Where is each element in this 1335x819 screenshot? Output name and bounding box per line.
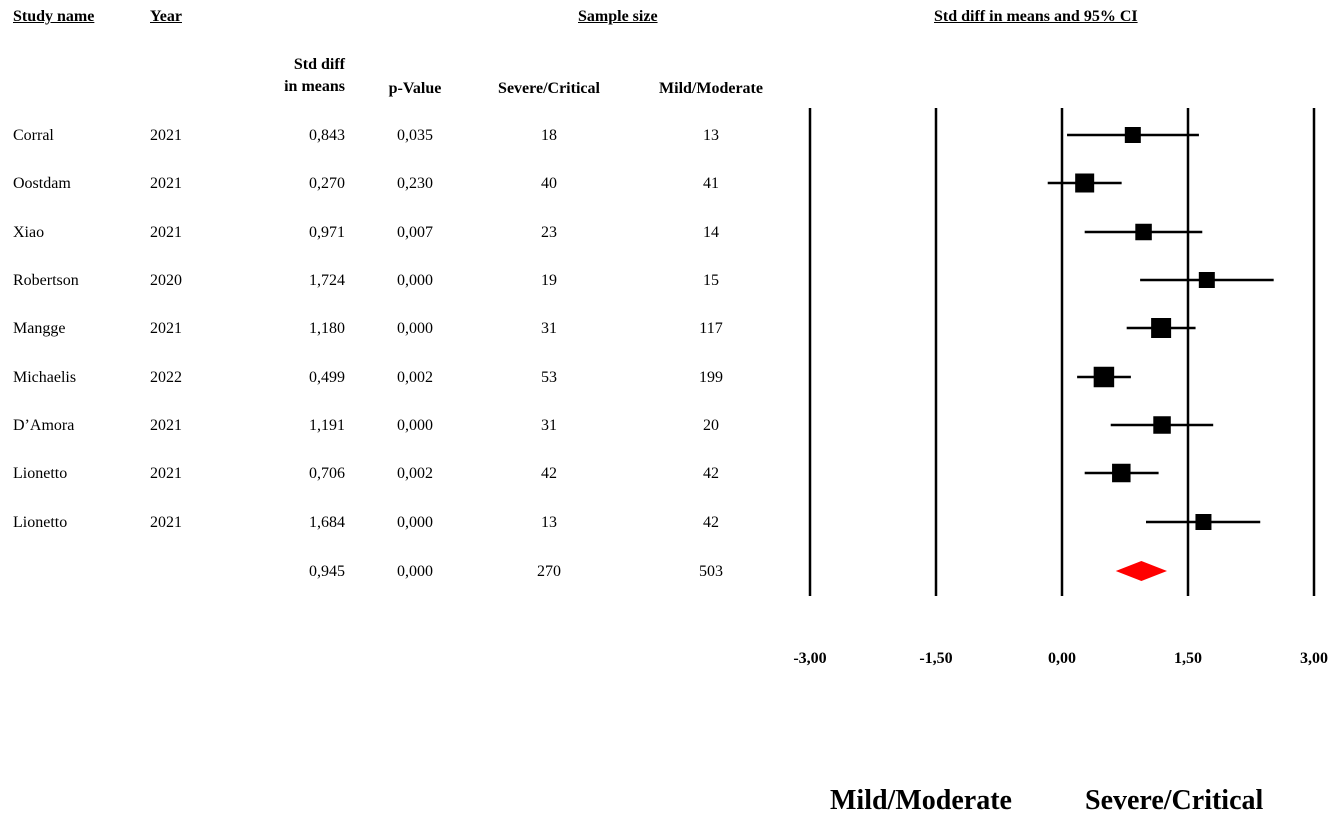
study-name: Michaelis bbox=[13, 369, 77, 386]
header-mild-moderate: Mild/Moderate bbox=[659, 80, 763, 97]
p-value: 0,000 bbox=[397, 320, 433, 337]
header-year: Year bbox=[150, 8, 182, 25]
effect-marker bbox=[1135, 223, 1152, 241]
effect-marker bbox=[1124, 127, 1141, 143]
mild-n: 199 bbox=[699, 369, 723, 386]
std-diff-value: 1,191 bbox=[309, 417, 345, 434]
study-name: D’Amora bbox=[13, 417, 75, 434]
std-diff-value: 0,270 bbox=[309, 175, 345, 192]
study-year: 2021 bbox=[150, 175, 182, 192]
std-diff-value: 0,843 bbox=[309, 127, 345, 144]
severe-n: 53 bbox=[541, 369, 557, 386]
p-value: 0,002 bbox=[397, 465, 433, 482]
p-value: 0,002 bbox=[397, 369, 433, 386]
favors-left-label: Mild/Moderate bbox=[830, 785, 1012, 816]
study-name: Robertson bbox=[13, 272, 79, 289]
severe-n: 40 bbox=[541, 175, 557, 192]
header-std-diff-line2: in means bbox=[284, 78, 345, 95]
mild-n: 42 bbox=[703, 465, 719, 482]
summary-std-diff: 0,945 bbox=[309, 563, 345, 580]
std-diff-value: 0,499 bbox=[309, 369, 345, 386]
effect-marker bbox=[1093, 366, 1115, 388]
std-diff-value: 0,706 bbox=[309, 465, 345, 482]
study-year: 2021 bbox=[150, 465, 182, 482]
study-name: Lionetto bbox=[13, 465, 68, 482]
study-name: Xiao bbox=[13, 224, 45, 241]
p-value: 0,000 bbox=[397, 417, 433, 434]
p-value: 0,230 bbox=[397, 175, 433, 192]
study-year: 2021 bbox=[150, 320, 182, 337]
effect-marker bbox=[1112, 463, 1131, 483]
effect-marker bbox=[1075, 173, 1095, 193]
effect-marker bbox=[1151, 318, 1172, 338]
header-std-diff-line1: Std diff bbox=[293, 56, 345, 73]
p-value: 0,007 bbox=[397, 224, 433, 241]
study-name: Oostdam bbox=[13, 175, 71, 192]
mild-n: 15 bbox=[703, 272, 719, 289]
severe-n: 23 bbox=[541, 224, 557, 241]
severe-n: 31 bbox=[541, 320, 557, 337]
p-value: 0,000 bbox=[397, 272, 433, 289]
favors-right-label: Severe/Critical bbox=[1085, 785, 1264, 816]
header-p-value: p-Value bbox=[388, 80, 442, 97]
study-year: 2020 bbox=[150, 272, 182, 289]
severe-n: 18 bbox=[541, 127, 557, 144]
study-year: 2021 bbox=[150, 514, 182, 531]
study-year: 2021 bbox=[150, 224, 182, 241]
mild-n: 117 bbox=[699, 320, 723, 337]
summary-p-value: 0,000 bbox=[397, 563, 433, 580]
x-tick-label: -3,00 bbox=[793, 650, 827, 667]
p-value: 0,000 bbox=[397, 514, 433, 531]
severe-n: 42 bbox=[541, 465, 557, 482]
header-plot-title: Std diff in means and 95% CI bbox=[934, 8, 1138, 25]
std-diff-value: 0,971 bbox=[309, 224, 345, 241]
summary-mild-n: 503 bbox=[699, 563, 723, 580]
study-name: Corral bbox=[13, 127, 54, 144]
study-year: 2022 bbox=[150, 369, 182, 386]
mild-n: 13 bbox=[703, 127, 719, 144]
study-year: 2021 bbox=[150, 127, 182, 144]
summary-severe-n: 270 bbox=[537, 563, 561, 580]
severe-n: 31 bbox=[541, 417, 557, 434]
std-diff-value: 1,684 bbox=[309, 514, 345, 531]
study-year: 2021 bbox=[150, 417, 182, 434]
effect-marker bbox=[1198, 272, 1215, 288]
summary-diamond bbox=[1115, 561, 1167, 581]
severe-n: 19 bbox=[541, 272, 557, 289]
x-tick-label: -1,50 bbox=[919, 650, 953, 667]
study-name: Lionetto bbox=[13, 514, 68, 531]
p-value: 0,035 bbox=[397, 127, 433, 144]
header-study-name: Study name bbox=[13, 8, 95, 25]
std-diff-value: 1,724 bbox=[309, 272, 345, 289]
mild-n: 14 bbox=[703, 224, 719, 241]
x-tick-label: 3,00 bbox=[1300, 650, 1328, 667]
header-sample-size: Sample size bbox=[578, 8, 658, 25]
x-tick-label: 1,50 bbox=[1174, 650, 1202, 667]
x-tick-label: 0,00 bbox=[1048, 650, 1076, 667]
mild-n: 41 bbox=[703, 175, 719, 192]
effect-marker bbox=[1153, 416, 1171, 434]
mild-n: 42 bbox=[703, 514, 719, 531]
mild-n: 20 bbox=[703, 417, 719, 434]
study-name: Mangge bbox=[13, 320, 66, 337]
std-diff-value: 1,180 bbox=[309, 320, 345, 337]
effect-marker bbox=[1195, 514, 1212, 530]
severe-n: 13 bbox=[541, 514, 557, 531]
header-severe-critical: Severe/Critical bbox=[498, 80, 600, 97]
